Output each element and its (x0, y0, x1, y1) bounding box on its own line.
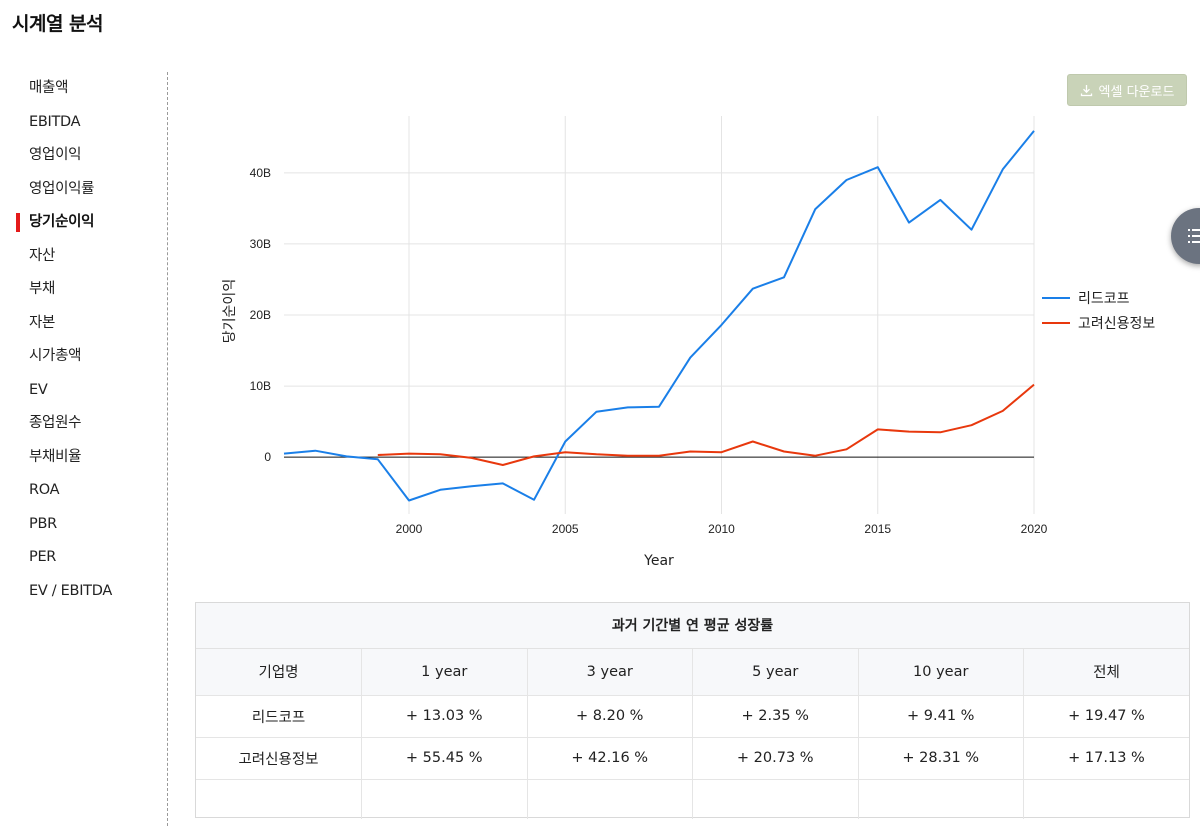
sidebar-item-equity[interactable]: 자본 (29, 314, 56, 331)
table-row-empty (196, 779, 1189, 819)
growth-rate-table-panel: 과거 기간별 연 평균 성장률 기업명 1 year 3 year 5 year… (195, 602, 1190, 819)
growth-table-title: 과거 기간별 연 평균 성장률 (196, 603, 1189, 649)
growth-cell: + 8.20 % (527, 695, 693, 738)
sidebar-item-operating-income[interactable]: 영업이익 (29, 147, 82, 163)
y-tick-label: 40B (250, 166, 271, 180)
growth-cell: + 28.31 % (858, 737, 1024, 780)
legend-label[interactable]: 고려신용정보 (1078, 316, 1155, 332)
sidebar-item-market-cap[interactable]: 시가총액 (29, 348, 82, 364)
grid-lines (284, 116, 1035, 514)
growth-cell: + 20.73 % (692, 737, 859, 780)
sidebar-item-employees[interactable]: 종업원수 (29, 415, 82, 431)
x-tick-label: 2010 (708, 522, 735, 536)
column-header: 3 year (527, 649, 693, 696)
sidebar-item-ev[interactable]: EV (29, 381, 48, 398)
growth-cell: + 13.03 % (361, 695, 528, 738)
sidebar-item-pbr[interactable]: PBR (29, 515, 57, 532)
y-tick-label: 10B (250, 379, 271, 393)
company-name-cell: 고려신용정보 (196, 737, 362, 780)
growth-cell: + 19.47 % (1023, 695, 1189, 738)
column-header: 기업명 (196, 649, 362, 696)
excel-download-label: 엑셀 다운로드 (1098, 84, 1175, 100)
y-tick-label: 30B (250, 237, 271, 251)
table-header-row: 기업명 1 year 3 year 5 year 10 year 전체 (196, 649, 1189, 696)
column-header: 1 year (361, 649, 528, 696)
sidebar-item-net-income[interactable]: 당기순이익 (0, 206, 167, 240)
growth-cell: + 42.16 % (527, 737, 693, 780)
growth-cell: + 55.45 % (361, 737, 528, 780)
growth-cell: + 9.41 % (858, 695, 1024, 738)
column-header: 10 year (858, 649, 1024, 696)
axis-ticks: 2000 2005 2010 2015 2020 0 10B 20B 30B 40B (250, 166, 1048, 536)
metric-sidebar: 매출액 EBITDA 영업이익 영업이익률 당기순이익 자산 부채 자본 시가총… (0, 72, 168, 826)
column-header: 5 year (692, 649, 859, 696)
sidebar-item-operating-margin[interactable]: 영업이익률 (29, 180, 95, 197)
chart-area: 2000 2005 2010 2015 2020 0 10B 20B 30B 40B Year 당… (222, 116, 1155, 569)
net-income-line-chart: 2000 2005 2010 2015 2020 0 10B 20B 30B 40B Year 당… (222, 116, 1155, 569)
growth-rate-table: 기업명 1 year 3 year 5 year 10 year 전체 리드코프… (196, 649, 1189, 819)
series-lines (283, 130, 1035, 502)
legend-label[interactable]: 리드코프 (1078, 291, 1130, 307)
sidebar-item-per[interactable]: PER (29, 549, 57, 565)
x-tick-label: 2020 (1021, 522, 1048, 536)
y-tick-label: 0 (264, 450, 271, 464)
download-icon (1080, 84, 1092, 96)
sidebar-item-revenue[interactable]: 매출액 (29, 80, 69, 96)
sidebar-item-ebitda[interactable]: EBITDA (29, 113, 81, 130)
column-header: 전체 (1023, 649, 1189, 696)
sidebar-item-assets[interactable]: 자산 (29, 247, 56, 264)
x-axis-title: Year (643, 553, 674, 569)
series-line-2 (377, 383, 1035, 466)
x-tick-label: 2005 (552, 522, 579, 536)
sidebar-item-debt-ratio[interactable]: 부채비율 (29, 448, 82, 465)
x-tick-label: 2000 (396, 522, 423, 536)
table-row: 고려신용정보 + 55.45 % + 42.16 % + 20.73 % + 2… (196, 737, 1189, 780)
sidebar-item-liabilities[interactable]: 부채 (29, 281, 56, 297)
y-axis-title: 당기순이익 (222, 279, 238, 343)
growth-cell: + 2.35 % (692, 695, 859, 738)
page-title: 시계열 분석 (12, 13, 104, 35)
list-icon (1188, 229, 1200, 243)
y-tick-label: 20B (250, 308, 271, 322)
growth-cell: + 17.13 % (1023, 737, 1189, 780)
series-line-1 (283, 130, 1035, 502)
sidebar-item-ev-ebitda[interactable]: EV / EBITDA (29, 582, 112, 599)
table-row: 리드코프 + 13.03 % + 8.20 % + 2.35 % + 9.41 … (196, 695, 1189, 738)
sidebar-item-roa[interactable]: ROA (29, 482, 60, 498)
excel-download-button[interactable]: 엑셀 다운로드 (1067, 74, 1187, 106)
x-tick-label: 2015 (864, 522, 891, 536)
company-name-cell: 리드코프 (196, 695, 362, 738)
